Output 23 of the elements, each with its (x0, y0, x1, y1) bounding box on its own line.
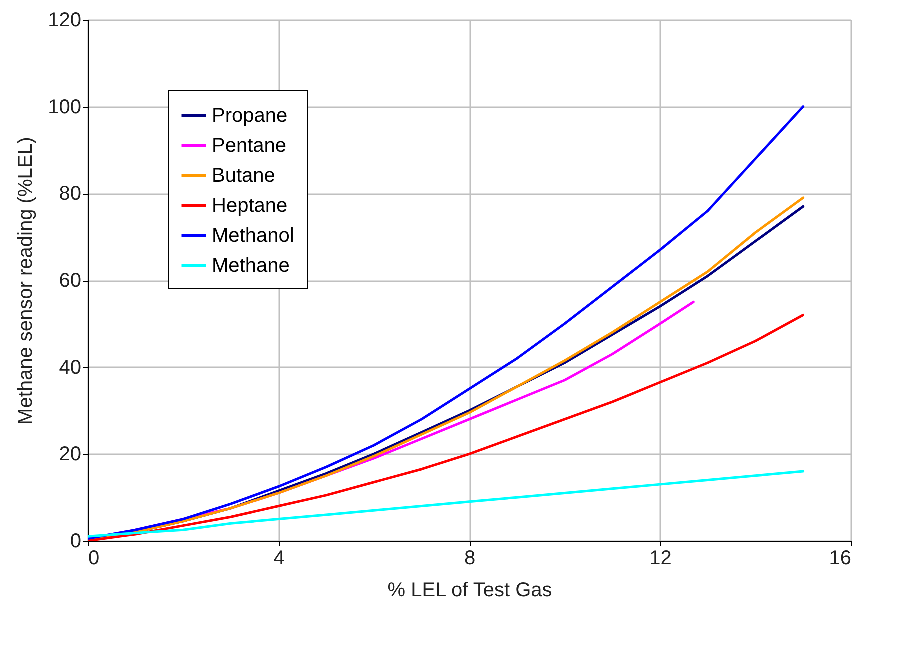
legend-label: Propane (212, 105, 288, 127)
legend-label: Methanol (212, 225, 294, 247)
y-tick-label: 80 (59, 183, 82, 206)
x-tick-label: 12 (650, 548, 672, 570)
legend-label: Butane (212, 165, 276, 187)
legend-label: Heptane (212, 195, 288, 217)
legend-label: Methane (212, 255, 290, 277)
x-tick-label: 4 (274, 548, 285, 570)
y-tick-label: 100 (48, 96, 82, 118)
legend-label: Pentane (212, 135, 287, 157)
line-series (88, 314, 805, 541)
line-series (88, 106, 805, 540)
y-tick-label: 120 (48, 10, 82, 32)
line-series (88, 470, 805, 538)
x-tick-label: 0 (88, 548, 100, 570)
x-axis-title: % LEL of Test Gas (388, 580, 552, 602)
y-tick-label: 20 (59, 444, 82, 466)
y-tick-label: 60 (59, 270, 82, 292)
x-tick-label: 16 (829, 548, 852, 570)
y-axis-title: Methane sensor reading (%LEL) (15, 137, 38, 425)
y-tick-label: 40 (59, 356, 82, 379)
y-tick-label: 0 (70, 530, 82, 552)
x-tick-label: 8 (464, 548, 476, 570)
